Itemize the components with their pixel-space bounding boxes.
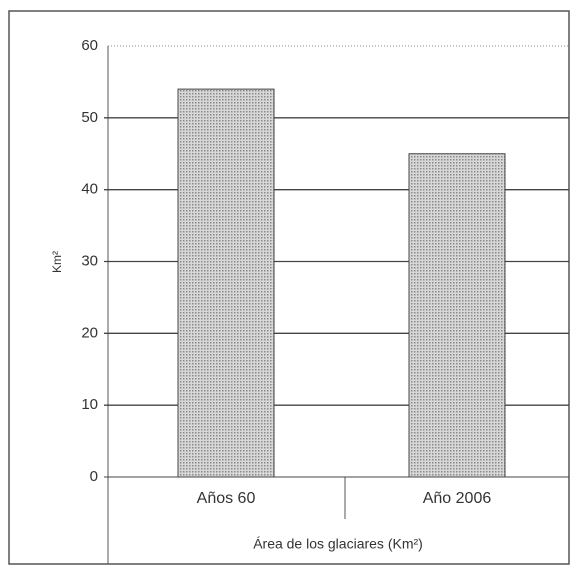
bar — [408, 153, 506, 478]
bar — [177, 88, 275, 478]
y-tick-label: 30 — [81, 252, 98, 269]
x-axis-title: Área de los glaciares (Km²) — [253, 536, 423, 552]
y-tick-label: 60 — [81, 37, 98, 54]
frame — [8, 10, 570, 565]
x-tick-label: Años 60 — [197, 490, 256, 507]
y-tick-label: 0 — [90, 468, 98, 485]
y-tick-label: 10 — [81, 396, 98, 413]
x-tick-label: Año 2006 — [423, 490, 492, 507]
y-axis-title: Km² — [50, 251, 64, 273]
y-tick-label: 50 — [81, 109, 98, 126]
y-tick-label: 40 — [81, 181, 98, 198]
y-tick-label: 20 — [81, 324, 98, 341]
